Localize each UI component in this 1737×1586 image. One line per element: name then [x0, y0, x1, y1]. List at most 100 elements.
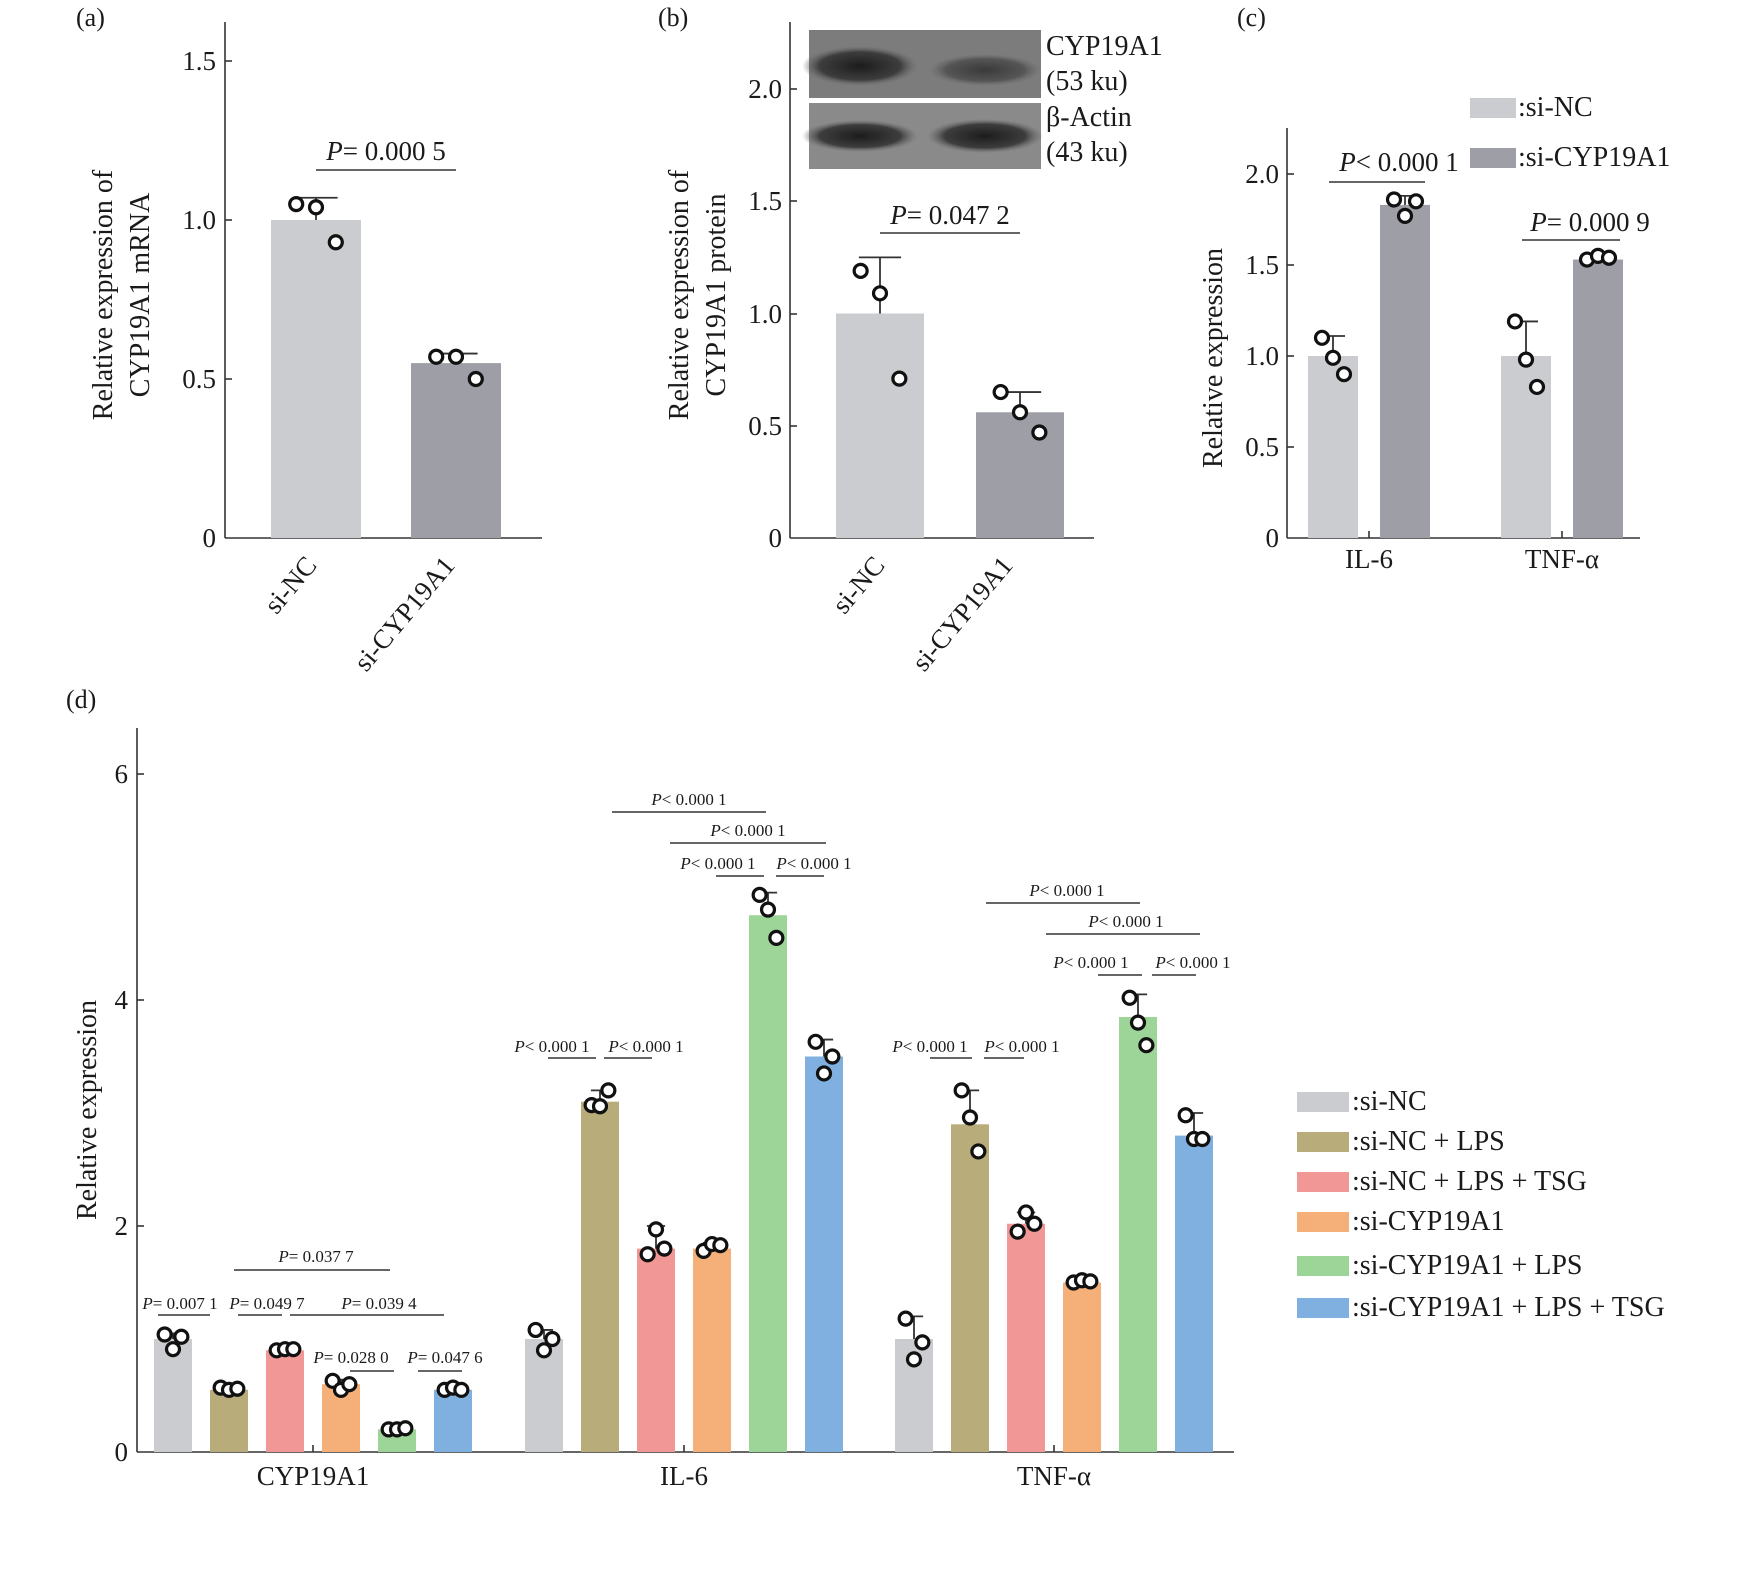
panel-d-s4-c1-data-point — [759, 901, 777, 918]
panel-d-tag: (d) — [66, 685, 96, 714]
panel-c-s0-c0-data-point — [1313, 329, 1331, 346]
panel-c-tag: (c) — [1237, 3, 1266, 32]
panel-b-0-data-point — [891, 370, 908, 387]
panel-d-s5-c2-bar — [1175, 1135, 1213, 1452]
p-symbol: P — [1052, 953, 1063, 972]
panel-c-s1-c0-data-point — [1385, 191, 1403, 208]
panel-c-legend-swatch-si-nc — [1470, 98, 1516, 118]
panel-d-s1-c2-data-point — [970, 1143, 987, 1160]
panel-a-1-data-point — [467, 370, 484, 388]
p-symbol: P — [891, 1037, 902, 1056]
panel-d-s3-c1-bar — [693, 1248, 731, 1452]
panel-c-legend-label-si-nc: :si-NC — [1518, 92, 1593, 123]
panel-d-s5-c1-data-point — [824, 1048, 841, 1065]
panel-a-tick-0: 0 — [203, 523, 217, 553]
pvalue: P< 0.000 1 — [513, 1037, 589, 1056]
panel-c-s1-c0-data-point — [1407, 193, 1425, 210]
panel-d-s4-c1-data-point — [751, 886, 768, 904]
panel-d-s2-c1-data-point — [639, 1246, 656, 1263]
pvalue: P= 0.049 7 — [228, 1294, 305, 1313]
pvalue: P< 0.000 1 — [983, 1037, 1059, 1056]
p-value-text: = 0.000 9 — [1547, 207, 1650, 237]
p-symbol: P — [1338, 147, 1356, 177]
pvalue: P< 0.000 1 — [891, 1037, 967, 1056]
western-blot-image — [802, 30, 1043, 169]
panel-d-s0-c2-data-point — [897, 1310, 914, 1327]
panel-c-s1-c0-bar — [1380, 204, 1430, 538]
p-value-text: < 0.000 1 — [619, 1037, 684, 1056]
panel-d-s1-c2-data-point — [953, 1082, 970, 1099]
panel-b-tag: (b) — [658, 3, 688, 32]
p-symbol: P — [277, 1247, 288, 1266]
pvalue: P< 0.000 1 — [650, 790, 726, 809]
panel-d-xtick-cyp19a1: CYP19A1 — [257, 1461, 370, 1491]
p-symbol: P — [709, 821, 720, 840]
panel-d-s5-c1-data-point — [815, 1065, 833, 1082]
p-symbol: P — [312, 1348, 323, 1367]
panel-d-s1-c1-bar — [581, 1101, 619, 1452]
legend-swatch-si-nc-lps — [1297, 1132, 1349, 1152]
panel-b-tick-0.5: 0.5 — [748, 411, 782, 441]
panel-b: (b) 0 0.5 1.0 1.5 2.0 Relative expressio… — [658, 3, 1163, 677]
p-symbol: P — [513, 1037, 524, 1056]
panel-c-s1-c1-data-point — [1600, 249, 1618, 266]
legend-label-si-cyp19a1-lps: :si-CYP19A1 + LPS — [1352, 1250, 1583, 1281]
p-symbol: P — [325, 136, 343, 166]
legend-swatch-si-nc — [1297, 1092, 1349, 1112]
panel-c-s1-c0-data-point — [1396, 207, 1414, 224]
panel-c-tick-1.5: 1.5 — [1245, 250, 1279, 280]
panel-d-tick-0: 0 — [115, 1437, 129, 1467]
p-symbol: P — [889, 200, 907, 230]
p-value-text: < 0.000 1 — [1166, 953, 1231, 972]
panel-a-tick-1.0: 1.0 — [182, 205, 216, 235]
panel-d-s4-c2-data-point — [1121, 989, 1138, 1006]
p-value-text: < 0.000 1 — [662, 790, 727, 809]
pvalue: P< 0.000 1 — [607, 1037, 683, 1056]
panel-a-0-data-point — [327, 234, 344, 251]
panel-d-xtick-tnfa: TNF-α — [1017, 1461, 1091, 1491]
panel-a-xtick-si-cyp19a1: si-CYP19A1 — [348, 551, 461, 677]
p-value-text: < 0.000 1 — [1040, 881, 1105, 900]
panel-a-ylabel-line1: Relative expression of — [88, 169, 119, 420]
panel-c-s0-c0-data-point — [1335, 366, 1353, 383]
p-symbol: P — [228, 1294, 239, 1313]
panel-d-s5-c1-data-point — [807, 1033, 824, 1050]
panel-c-pvalue-tnfa: P= 0.000 9 — [1529, 207, 1649, 237]
p-symbol: P — [406, 1348, 417, 1367]
blot-band — [802, 120, 918, 152]
panel-d: (d) 0 2 4 6 Relative expression CYP19A1 … — [66, 685, 1665, 1491]
pvalue: P< 0.000 1 — [1052, 953, 1128, 972]
panel-a-xtick-si-nc: si-NC — [258, 551, 322, 620]
legend-swatch-si-cyp19a1-lps-tsg — [1297, 1298, 1349, 1318]
panel-b-pvalue: P= 0.047 2 — [889, 200, 1009, 230]
panel-d-s0-c2-data-point — [914, 1334, 931, 1351]
panel-c-s0-c1-data-point — [1528, 378, 1546, 396]
panel-d-s1-c0-bar — [210, 1389, 248, 1452]
panel-d-s0-c0-data-point — [173, 1328, 190, 1345]
panel-d-sig-cyp19a1: P= 0.007 1 P= 0.049 7 P= 0.039 4 P= 0.03… — [141, 1247, 483, 1372]
blot-label-beta-actin-size: (43 ku) — [1046, 137, 1128, 168]
p-value-text: = 0.028 0 — [324, 1348, 389, 1367]
panel-d-s2-c2-data-point — [1017, 1204, 1035, 1221]
p-value-text: < 0.000 1 — [721, 821, 786, 840]
panel-d-s5-c0-bar — [434, 1389, 472, 1452]
panel-c-tick-0: 0 — [1266, 523, 1280, 553]
panel-d-s1-c2-bar — [951, 1124, 989, 1452]
panel-d-s2-c1-bar — [637, 1248, 675, 1452]
panel-d-tick-4: 4 — [115, 985, 129, 1015]
panel-c-s1-c1-bar — [1573, 259, 1623, 538]
panel-d-s2-c2-data-point — [1009, 1223, 1026, 1240]
panel-d-s2-c2-bar — [1007, 1223, 1045, 1452]
panel-d-tick-2: 2 — [115, 1211, 129, 1241]
panel-a-ylabel-line2: CYP19A1 mRNA — [125, 192, 156, 397]
panel-b-0-data-point — [871, 285, 889, 302]
panel-d-s5-c0-data-point — [453, 1381, 470, 1398]
panel-c-tick-0.5: 0.5 — [1245, 432, 1279, 462]
panel-d-s2-c1-data-point — [656, 1240, 673, 1257]
panel-d-s2-c1-data-point — [647, 1221, 665, 1238]
panel-a-tick-0.5: 0.5 — [182, 364, 216, 394]
panel-d-s2-c2-data-point — [1026, 1215, 1043, 1232]
blot-label-beta-actin: β-Actin — [1046, 102, 1132, 133]
panel-d-ylabel: Relative expression — [72, 1000, 103, 1220]
panel-b-0-bar — [836, 313, 924, 538]
